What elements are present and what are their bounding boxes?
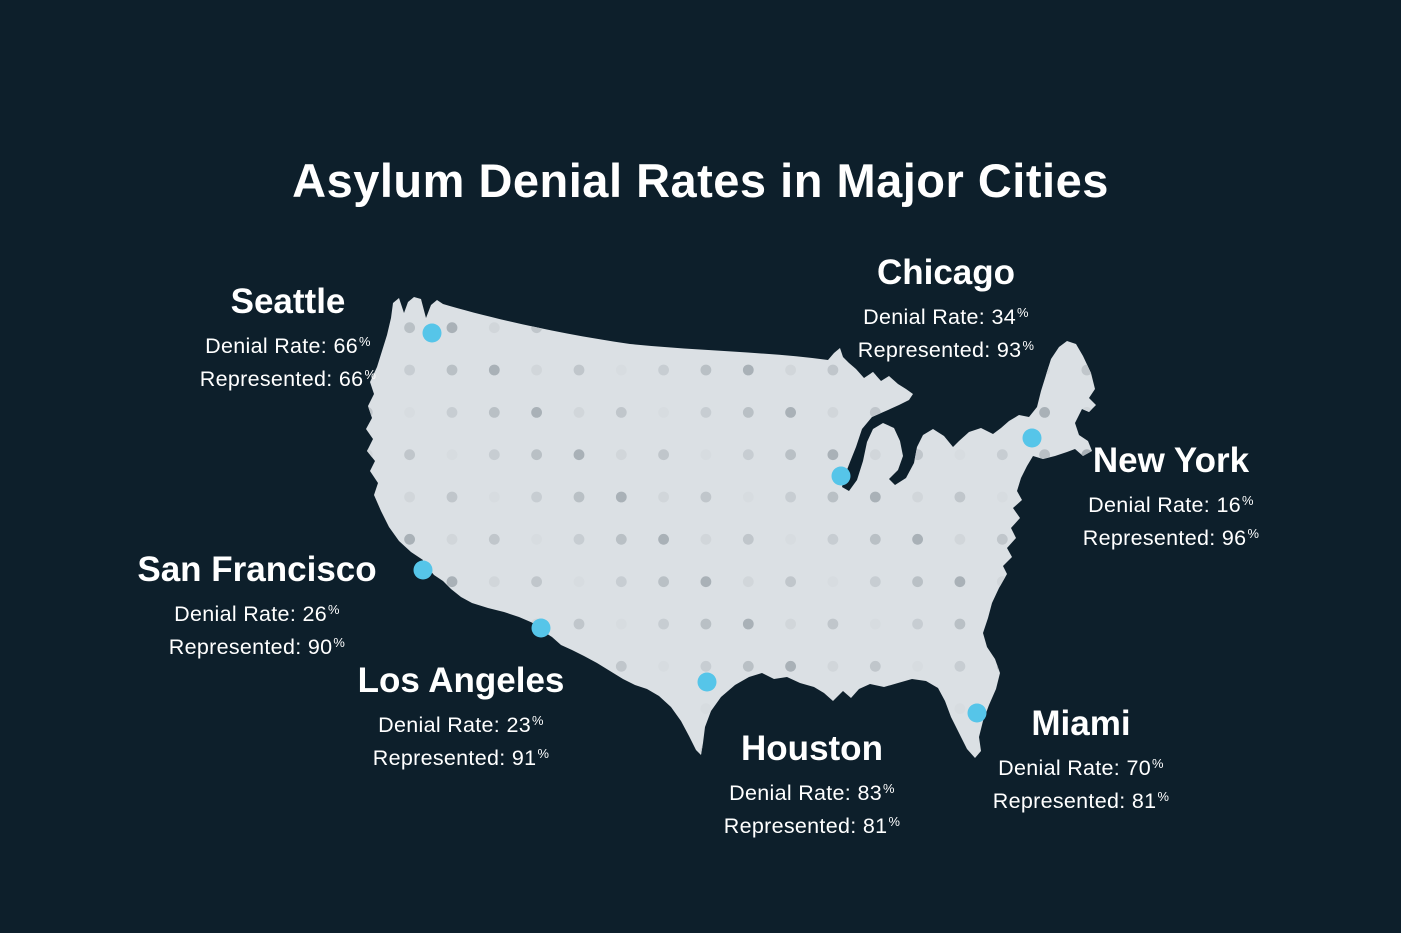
percent-sign: %	[333, 634, 346, 650]
city-name: Seattle	[230, 282, 346, 321]
represented-stat: Represented: 81%	[992, 788, 1170, 813]
percent-sign: %	[532, 713, 544, 728]
city-marker-new-york	[1022, 428, 1042, 448]
city-marker-san-francisco	[413, 560, 433, 580]
percent-sign: %	[359, 334, 371, 349]
city-label-seattle: Seattle Denial Rate: 66% Represented: 66%	[200, 281, 376, 393]
city-marker-los-angeles	[531, 618, 551, 638]
represented-stat: Represented: 90%	[168, 634, 346, 659]
percent-sign: %	[883, 781, 895, 796]
percent-sign: %	[1242, 493, 1254, 508]
city-name: New York	[1092, 441, 1250, 480]
percent-sign: %	[1022, 337, 1035, 353]
percent-sign: %	[364, 366, 377, 382]
represented-stat: Represented: 96%	[1082, 525, 1260, 550]
us-map-shape	[366, 297, 1096, 758]
city-label-los-angeles: Los Angeles Denial Rate: 23% Represented:…	[358, 660, 565, 772]
percent-sign: %	[328, 602, 340, 617]
percent-sign: %	[537, 745, 550, 761]
represented-stat: Represented: 93%	[857, 337, 1035, 362]
page-title: Asylum Denial Rates in Major Cities	[292, 154, 1109, 208]
city-label-miami: Miami Denial Rate: 70% Represented: 81%	[993, 703, 1169, 815]
percent-sign: %	[1247, 525, 1260, 541]
denial-rate-stat: Denial Rate: 70%	[998, 756, 1164, 781]
city-name: Los Angeles	[357, 661, 565, 700]
city-marker-miami	[967, 703, 987, 723]
city-marker-seattle	[422, 323, 442, 343]
percent-sign: %	[888, 813, 901, 829]
percent-sign: %	[1157, 788, 1170, 804]
city-name: Houston	[741, 729, 883, 768]
represented-stat: Represented: 66%	[199, 366, 377, 391]
denial-rate-stat: Denial Rate: 34%	[863, 305, 1029, 330]
city-label-houston: Houston Denial Rate: 83% Represented: 81%	[724, 728, 900, 840]
city-marker-houston	[697, 672, 717, 692]
denial-rate-stat: Denial Rate: 26%	[174, 602, 340, 627]
city-name: San Francisco	[137, 550, 377, 589]
percent-sign: %	[1017, 305, 1029, 320]
city-name: Miami	[1031, 704, 1131, 743]
city-name: Chicago	[876, 253, 1016, 292]
represented-stat: Represented: 81%	[723, 813, 901, 838]
denial-rate-stat: Denial Rate: 23%	[378, 713, 544, 738]
denial-rate-stat: Denial Rate: 83%	[729, 781, 895, 806]
city-label-new-york: New York Denial Rate: 16% Represented: 96%	[1083, 440, 1259, 552]
denial-rate-stat: Denial Rate: 66%	[205, 334, 371, 359]
city-marker-chicago	[831, 466, 851, 486]
city-label-chicago: Chicago Denial Rate: 34% Represented: 93%	[858, 252, 1034, 364]
city-label-san-francisco: San Francisco Denial Rate: 26% Represente…	[137, 549, 376, 661]
denial-rate-stat: Denial Rate: 16%	[1088, 493, 1254, 518]
represented-stat: Represented: 91%	[372, 745, 550, 770]
percent-sign: %	[1152, 756, 1164, 771]
